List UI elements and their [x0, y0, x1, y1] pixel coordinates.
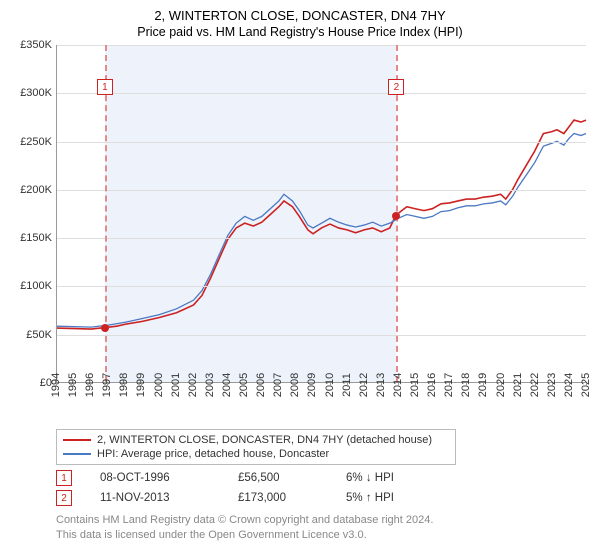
x-tick — [330, 383, 331, 387]
x-tick — [244, 383, 245, 387]
sale-marker-box: 2 — [388, 79, 404, 95]
legend-box: 2, WINTERTON CLOSE, DONCASTER, DN4 7HY (… — [56, 429, 456, 465]
legend-label: HPI: Average price, detached house, Donc… — [97, 448, 329, 460]
sale-delta: 5% ↑ HPI — [346, 492, 394, 504]
legend-swatch — [63, 439, 91, 441]
line-series-layer — [57, 45, 586, 382]
y-tick-label: £250K — [20, 136, 52, 148]
x-tick — [261, 383, 262, 387]
x-tick — [518, 383, 519, 387]
legend-item: 2, WINTERTON CLOSE, DONCASTER, DN4 7HY (… — [63, 433, 449, 447]
sale-date: 08-OCT-1996 — [100, 472, 210, 484]
x-tick — [107, 383, 108, 387]
x-tick — [483, 383, 484, 387]
legend-swatch — [63, 453, 91, 455]
x-tick — [73, 383, 74, 387]
sale-row-marker: 1 — [56, 470, 72, 486]
sale-row: 2 11-NOV-2013 £173,000 5% ↑ HPI — [10, 487, 590, 507]
plot-area: 12 — [56, 45, 586, 383]
x-tick — [210, 383, 211, 387]
y-tick-label: £150K — [20, 232, 52, 244]
x-tick — [586, 383, 587, 387]
y-tick-label: £300K — [20, 87, 52, 99]
sale-marker-box: 1 — [97, 79, 113, 95]
sale-marker-dot — [101, 324, 109, 332]
x-tick — [347, 383, 348, 387]
x-tick — [141, 383, 142, 387]
x-tick — [432, 383, 433, 387]
sale-marker-dot — [392, 212, 400, 220]
sale-row: 1 08-OCT-1996 £56,500 6% ↓ HPI — [10, 467, 590, 487]
sale-row-marker: 2 — [56, 490, 72, 506]
gridline — [57, 190, 586, 191]
gridline — [57, 142, 586, 143]
sale-date: 11-NOV-2013 — [100, 492, 210, 504]
x-tick — [176, 383, 177, 387]
sale-price: £56,500 — [238, 472, 318, 484]
gridline — [57, 238, 586, 239]
gridline — [57, 286, 586, 287]
gridline — [57, 45, 586, 46]
chart-area: £0£50K£100K£150K£200K£250K£300K£350K 12 … — [10, 45, 590, 423]
x-tick — [415, 383, 416, 387]
footer-line-1: Contains HM Land Registry data © Crown c… — [56, 513, 590, 528]
sales-table: 1 08-OCT-1996 £56,500 6% ↓ HPI 2 11-NOV-2013 £… — [10, 467, 590, 507]
y-tick-label: £350K — [20, 39, 52, 51]
x-tick — [364, 383, 365, 387]
x-tick — [535, 383, 536, 387]
chart-title: 2, WINTERTON CLOSE, DONCASTER, DN4 7HY — [10, 8, 590, 23]
x-tick — [501, 383, 502, 387]
series-price_paid — [57, 120, 586, 329]
x-tick — [295, 383, 296, 387]
chart-subtitle: Price paid vs. HM Land Registry's House … — [10, 25, 590, 39]
legend-item: HPI: Average price, detached house, Donc… — [63, 447, 449, 461]
x-tick — [569, 383, 570, 387]
x-axis-labels: 1994199519961997199819992000200120022003… — [56, 383, 586, 423]
footer-line-2: This data is licensed under the Open Gov… — [56, 528, 590, 543]
y-tick-label: £50K — [26, 329, 52, 341]
x-tick — [381, 383, 382, 387]
x-tick — [124, 383, 125, 387]
x-tick — [193, 383, 194, 387]
x-tick — [159, 383, 160, 387]
x-tick — [466, 383, 467, 387]
legend-label: 2, WINTERTON CLOSE, DONCASTER, DN4 7HY (… — [97, 434, 432, 446]
x-tick — [278, 383, 279, 387]
gridline — [57, 335, 586, 336]
x-tick — [90, 383, 91, 387]
sale-price: £173,000 — [238, 492, 318, 504]
x-tick — [398, 383, 399, 387]
x-tick — [552, 383, 553, 387]
y-axis-labels: £0£50K£100K£150K£200K£250K£300K£350K — [10, 45, 54, 383]
x-tick — [449, 383, 450, 387]
x-tick — [312, 383, 313, 387]
x-tick — [56, 383, 57, 387]
y-tick-label: £100K — [20, 280, 52, 292]
sale-delta: 6% ↓ HPI — [346, 472, 394, 484]
y-tick-label: £200K — [20, 184, 52, 196]
series-hpi — [57, 134, 586, 328]
gridline — [57, 93, 586, 94]
x-tick — [227, 383, 228, 387]
attribution-footer: Contains HM Land Registry data © Crown c… — [56, 513, 590, 543]
